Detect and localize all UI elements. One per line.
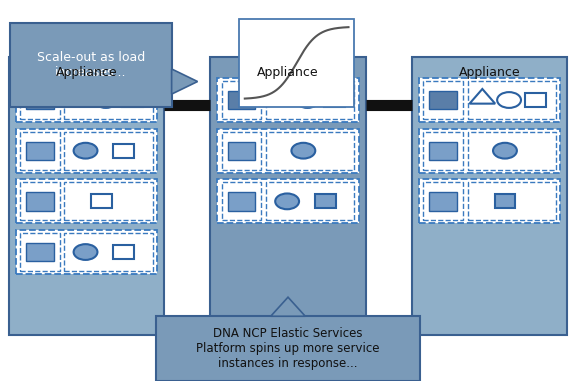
FancyBboxPatch shape — [156, 316, 420, 381]
FancyBboxPatch shape — [9, 57, 164, 335]
Bar — [20, 132, 60, 170]
Bar — [26, 141, 54, 160]
Bar — [222, 81, 262, 119]
Bar — [423, 182, 463, 220]
Bar — [65, 233, 153, 271]
Bar — [429, 91, 457, 109]
Bar — [65, 81, 153, 119]
Text: Appliance: Appliance — [459, 66, 520, 78]
FancyBboxPatch shape — [412, 57, 567, 335]
Bar — [423, 132, 463, 170]
Circle shape — [74, 244, 97, 260]
Bar — [419, 129, 560, 173]
Bar — [20, 81, 60, 119]
Bar — [228, 91, 255, 109]
Bar — [266, 132, 354, 170]
Bar — [65, 182, 153, 220]
Bar — [16, 230, 157, 274]
Bar — [217, 78, 359, 122]
Bar — [217, 129, 359, 173]
Bar — [228, 141, 255, 160]
Bar — [468, 182, 556, 220]
Bar — [266, 182, 354, 220]
Bar — [65, 132, 153, 170]
Circle shape — [275, 194, 299, 209]
Bar — [222, 182, 262, 220]
FancyBboxPatch shape — [239, 19, 354, 107]
Text: Appliance: Appliance — [56, 66, 117, 78]
Polygon shape — [172, 69, 198, 94]
Bar — [26, 243, 54, 261]
Text: DNA NCP Elastic Services
Platform spins up more service
instances in response...: DNA NCP Elastic Services Platform spins … — [196, 327, 380, 370]
Bar — [429, 192, 457, 211]
Bar — [16, 129, 157, 173]
Text: Scale-out as load
increases...: Scale-out as load increases... — [37, 51, 145, 79]
Bar — [20, 233, 60, 271]
Bar — [419, 78, 560, 122]
Circle shape — [291, 143, 315, 158]
Bar — [419, 179, 560, 223]
Bar — [468, 132, 556, 170]
Polygon shape — [271, 297, 305, 316]
Bar — [20, 182, 60, 220]
Bar — [26, 192, 54, 211]
FancyBboxPatch shape — [210, 57, 366, 343]
Bar — [222, 132, 262, 170]
Bar — [468, 81, 556, 119]
Bar — [217, 179, 359, 223]
Bar — [26, 91, 54, 109]
Text: Appliance: Appliance — [257, 66, 319, 78]
Bar — [16, 78, 157, 122]
Bar — [16, 179, 157, 223]
FancyBboxPatch shape — [10, 23, 172, 107]
Bar — [429, 141, 457, 160]
Bar — [423, 81, 463, 119]
Circle shape — [493, 143, 517, 158]
Circle shape — [74, 143, 97, 158]
Bar — [266, 81, 354, 119]
Bar — [228, 192, 255, 211]
